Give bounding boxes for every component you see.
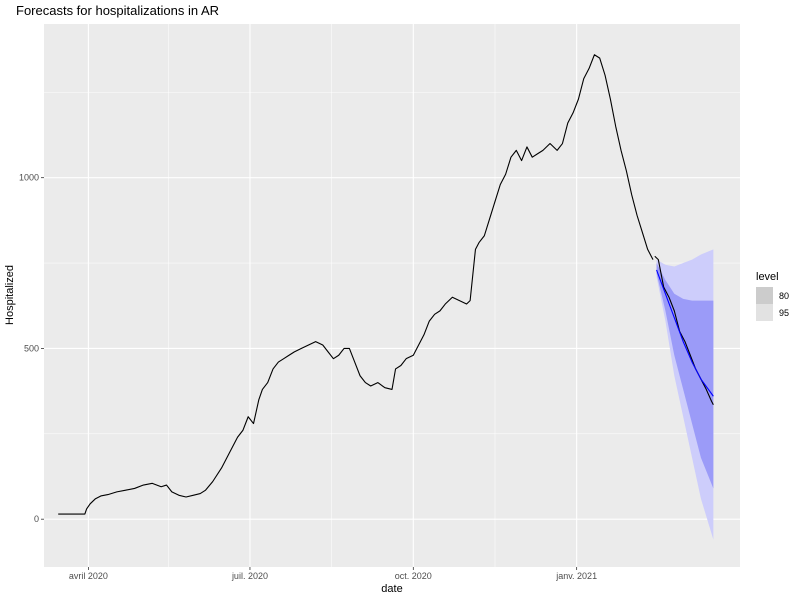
y-tick-label: 1000 — [19, 173, 39, 183]
series-line-observed — [58, 54, 654, 515]
x-tick-label: avril 2020 — [69, 571, 108, 581]
grid-lines — [44, 24, 740, 567]
series-lines — [58, 54, 714, 515]
y-tick-label: 0 — [34, 514, 39, 524]
legend-swatch-80 — [756, 287, 773, 304]
x-tick-label: oct. 2020 — [395, 571, 432, 581]
legend-swatch-95 — [756, 304, 773, 321]
legend-label-80: 80 — [779, 291, 789, 301]
legend-items: 80 95 — [756, 287, 789, 321]
forecast-intervals — [656, 249, 714, 540]
legend: level 80 95 — [756, 271, 789, 321]
x-axis-title: date — [381, 583, 402, 595]
x-axis-ticks: avril 2020 juil. 2020 oct. 2020 janv. 2021 — [69, 567, 597, 581]
x-tick-label: janv. 2021 — [555, 571, 597, 581]
series-line-actual-after-forecast-start — [654, 255, 714, 406]
series-line-forecast-mean — [656, 269, 714, 397]
legend-label-95: 95 — [779, 308, 789, 318]
y-axis-ticks: 0 500 1000 — [19, 173, 44, 524]
y-tick-label: 500 — [24, 343, 39, 353]
prediction-interval-80 — [656, 263, 714, 489]
y-axis-title: Hospitalized — [4, 265, 16, 325]
chart-title: Forecasts for hospitalizations in AR — [16, 3, 219, 18]
legend-title: level — [756, 271, 779, 283]
plot-panel — [44, 24, 740, 567]
x-tick-label: juil. 2020 — [231, 571, 268, 581]
